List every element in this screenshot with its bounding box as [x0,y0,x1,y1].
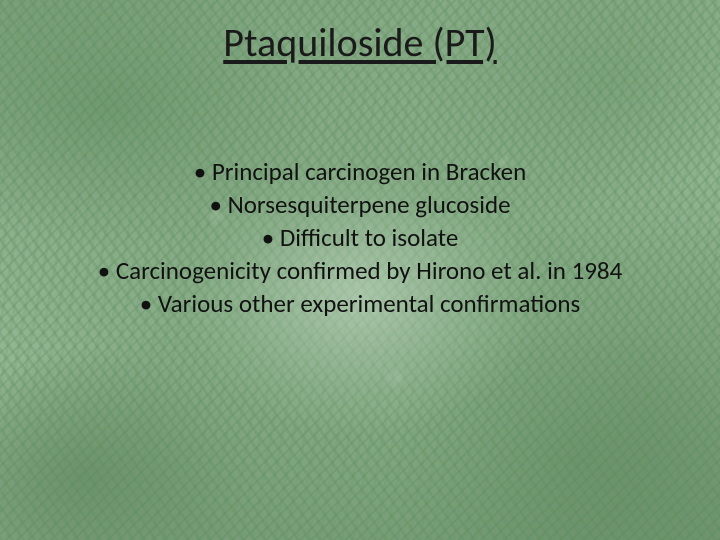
bullet-item: Various other experimental confirmations [0,287,720,320]
slide-body: Principal carcinogen in Bracken Norsesqu… [0,155,720,320]
bullet-item: Difficult to isolate [0,221,720,254]
slide: Ptaquiloside (PT) Principal carcinogen i… [0,0,720,540]
slide-title: Ptaquiloside (PT) [223,18,496,67]
bullet-list: Principal carcinogen in Bracken Norsesqu… [0,155,720,320]
bullet-item: Principal carcinogen in Bracken [0,155,720,188]
title-container: Ptaquiloside (PT) [0,18,720,67]
bullet-item: Norsesquiterpene glucoside [0,188,720,221]
bullet-item: Carcinogenicity confirmed by Hirono et a… [0,254,720,287]
